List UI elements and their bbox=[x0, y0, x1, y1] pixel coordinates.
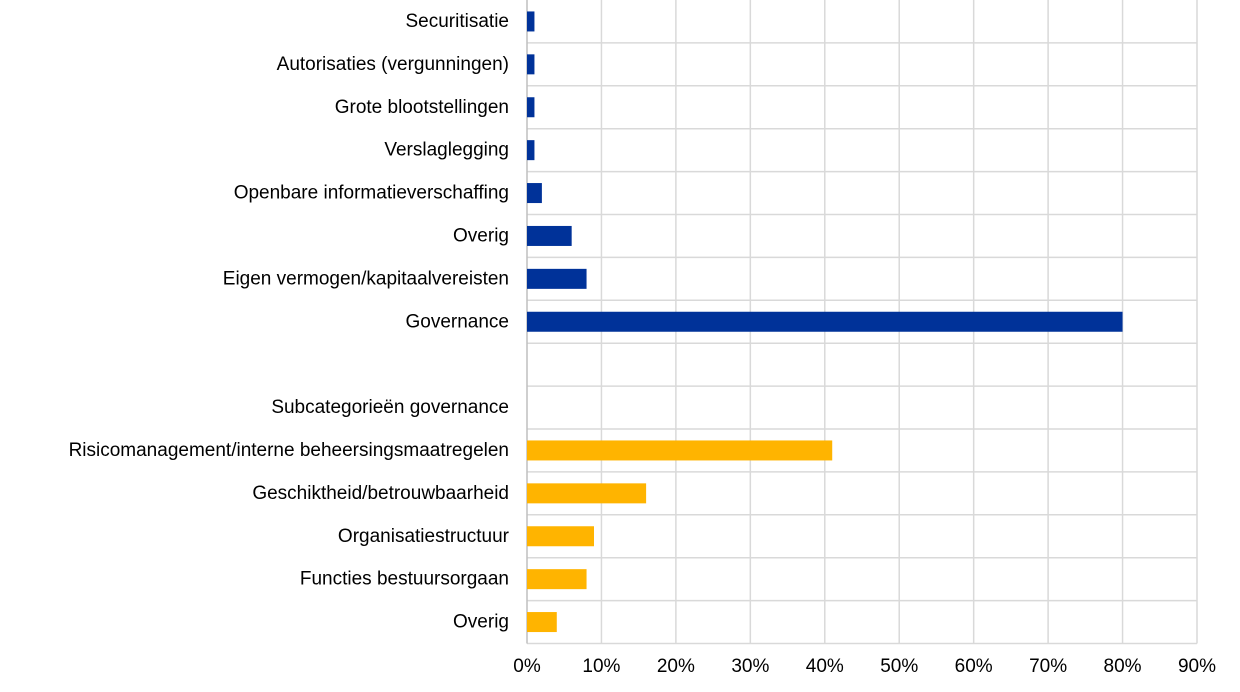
category-label: Geschiktheid/betrouwbaarheid bbox=[252, 483, 509, 504]
x-tick-label: 50% bbox=[880, 656, 918, 677]
x-tick-label: 40% bbox=[806, 656, 844, 677]
x-tick-label: 10% bbox=[582, 656, 620, 677]
bar bbox=[527, 526, 594, 547]
bar bbox=[527, 612, 557, 633]
category-label: Autorisaties (vergunningen) bbox=[277, 54, 509, 75]
category-label: Eigen vermogen/kapitaalvereisten bbox=[223, 268, 509, 289]
category-label: Subcategorieën governance bbox=[271, 397, 509, 418]
category-label: Securitisatie bbox=[406, 11, 510, 32]
category-label: Governance bbox=[405, 311, 509, 332]
category-label: Openbare informatieverschaffing bbox=[234, 183, 509, 204]
x-tick-label: 70% bbox=[1029, 656, 1067, 677]
x-tick-label: 80% bbox=[1104, 656, 1142, 677]
x-tick-label: 20% bbox=[657, 656, 695, 677]
bar bbox=[527, 440, 833, 461]
category-label: Overig bbox=[453, 225, 509, 246]
bar bbox=[527, 569, 587, 590]
bar bbox=[527, 97, 535, 118]
bar bbox=[527, 225, 572, 246]
category-label: Grote blootstellingen bbox=[335, 97, 509, 118]
bar bbox=[527, 483, 647, 504]
x-tick-label: 0% bbox=[513, 656, 541, 677]
category-label: Functies bestuursorgaan bbox=[300, 569, 509, 590]
category-label: Verslaglegging bbox=[384, 140, 509, 161]
category-labels: Securitisatie Autorisaties (vergunningen)… bbox=[69, 11, 510, 633]
bar bbox=[527, 183, 542, 204]
bar bbox=[527, 140, 535, 161]
category-label: Overig bbox=[453, 612, 509, 633]
bar bbox=[527, 268, 587, 289]
bar bbox=[527, 54, 535, 75]
x-axis-ticks: 0% 10% 20% 30% 40% 50% 60% 70% 80% 90% bbox=[513, 656, 1216, 677]
x-tick-label: 90% bbox=[1178, 656, 1216, 677]
x-tick-label: 30% bbox=[731, 656, 769, 677]
bars bbox=[527, 11, 1123, 633]
category-label: Risicomanagement/interne beheersingsmaat… bbox=[69, 440, 509, 461]
bar bbox=[527, 11, 535, 32]
x-tick-label: 60% bbox=[955, 656, 993, 677]
bar bbox=[527, 311, 1123, 332]
category-label: Organisatiestructuur bbox=[338, 526, 510, 547]
